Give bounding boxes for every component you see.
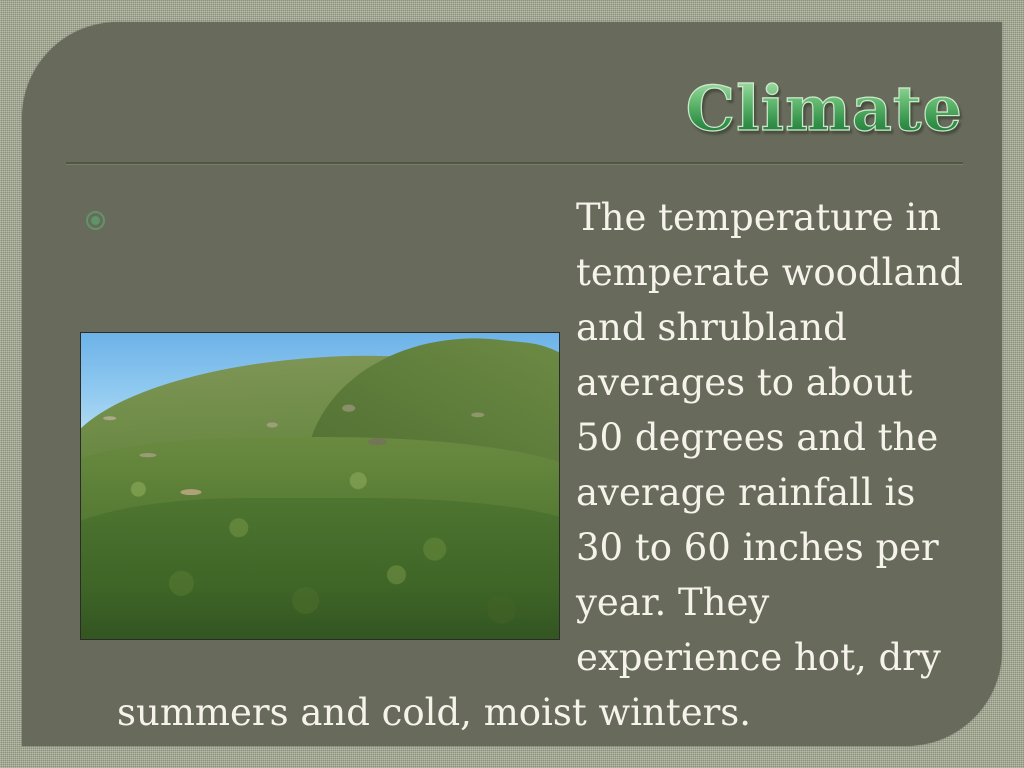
target-bullet-icon (86, 211, 105, 230)
title-area: Climate (22, 72, 963, 145)
slide-content: The temperature in temperate woodland an… (60, 190, 964, 740)
bullet-list-item: The temperature in temperate woodland an… (60, 190, 964, 740)
shrubland-photo (80, 332, 560, 640)
title-divider (66, 162, 963, 164)
bullet-text: The temperature in temperate woodland an… (117, 196, 964, 734)
page-title: Climate (685, 72, 963, 145)
slide-panel: Climate The temperature in temperate woo… (22, 22, 1002, 746)
photo-shrub-texture (81, 424, 559, 639)
